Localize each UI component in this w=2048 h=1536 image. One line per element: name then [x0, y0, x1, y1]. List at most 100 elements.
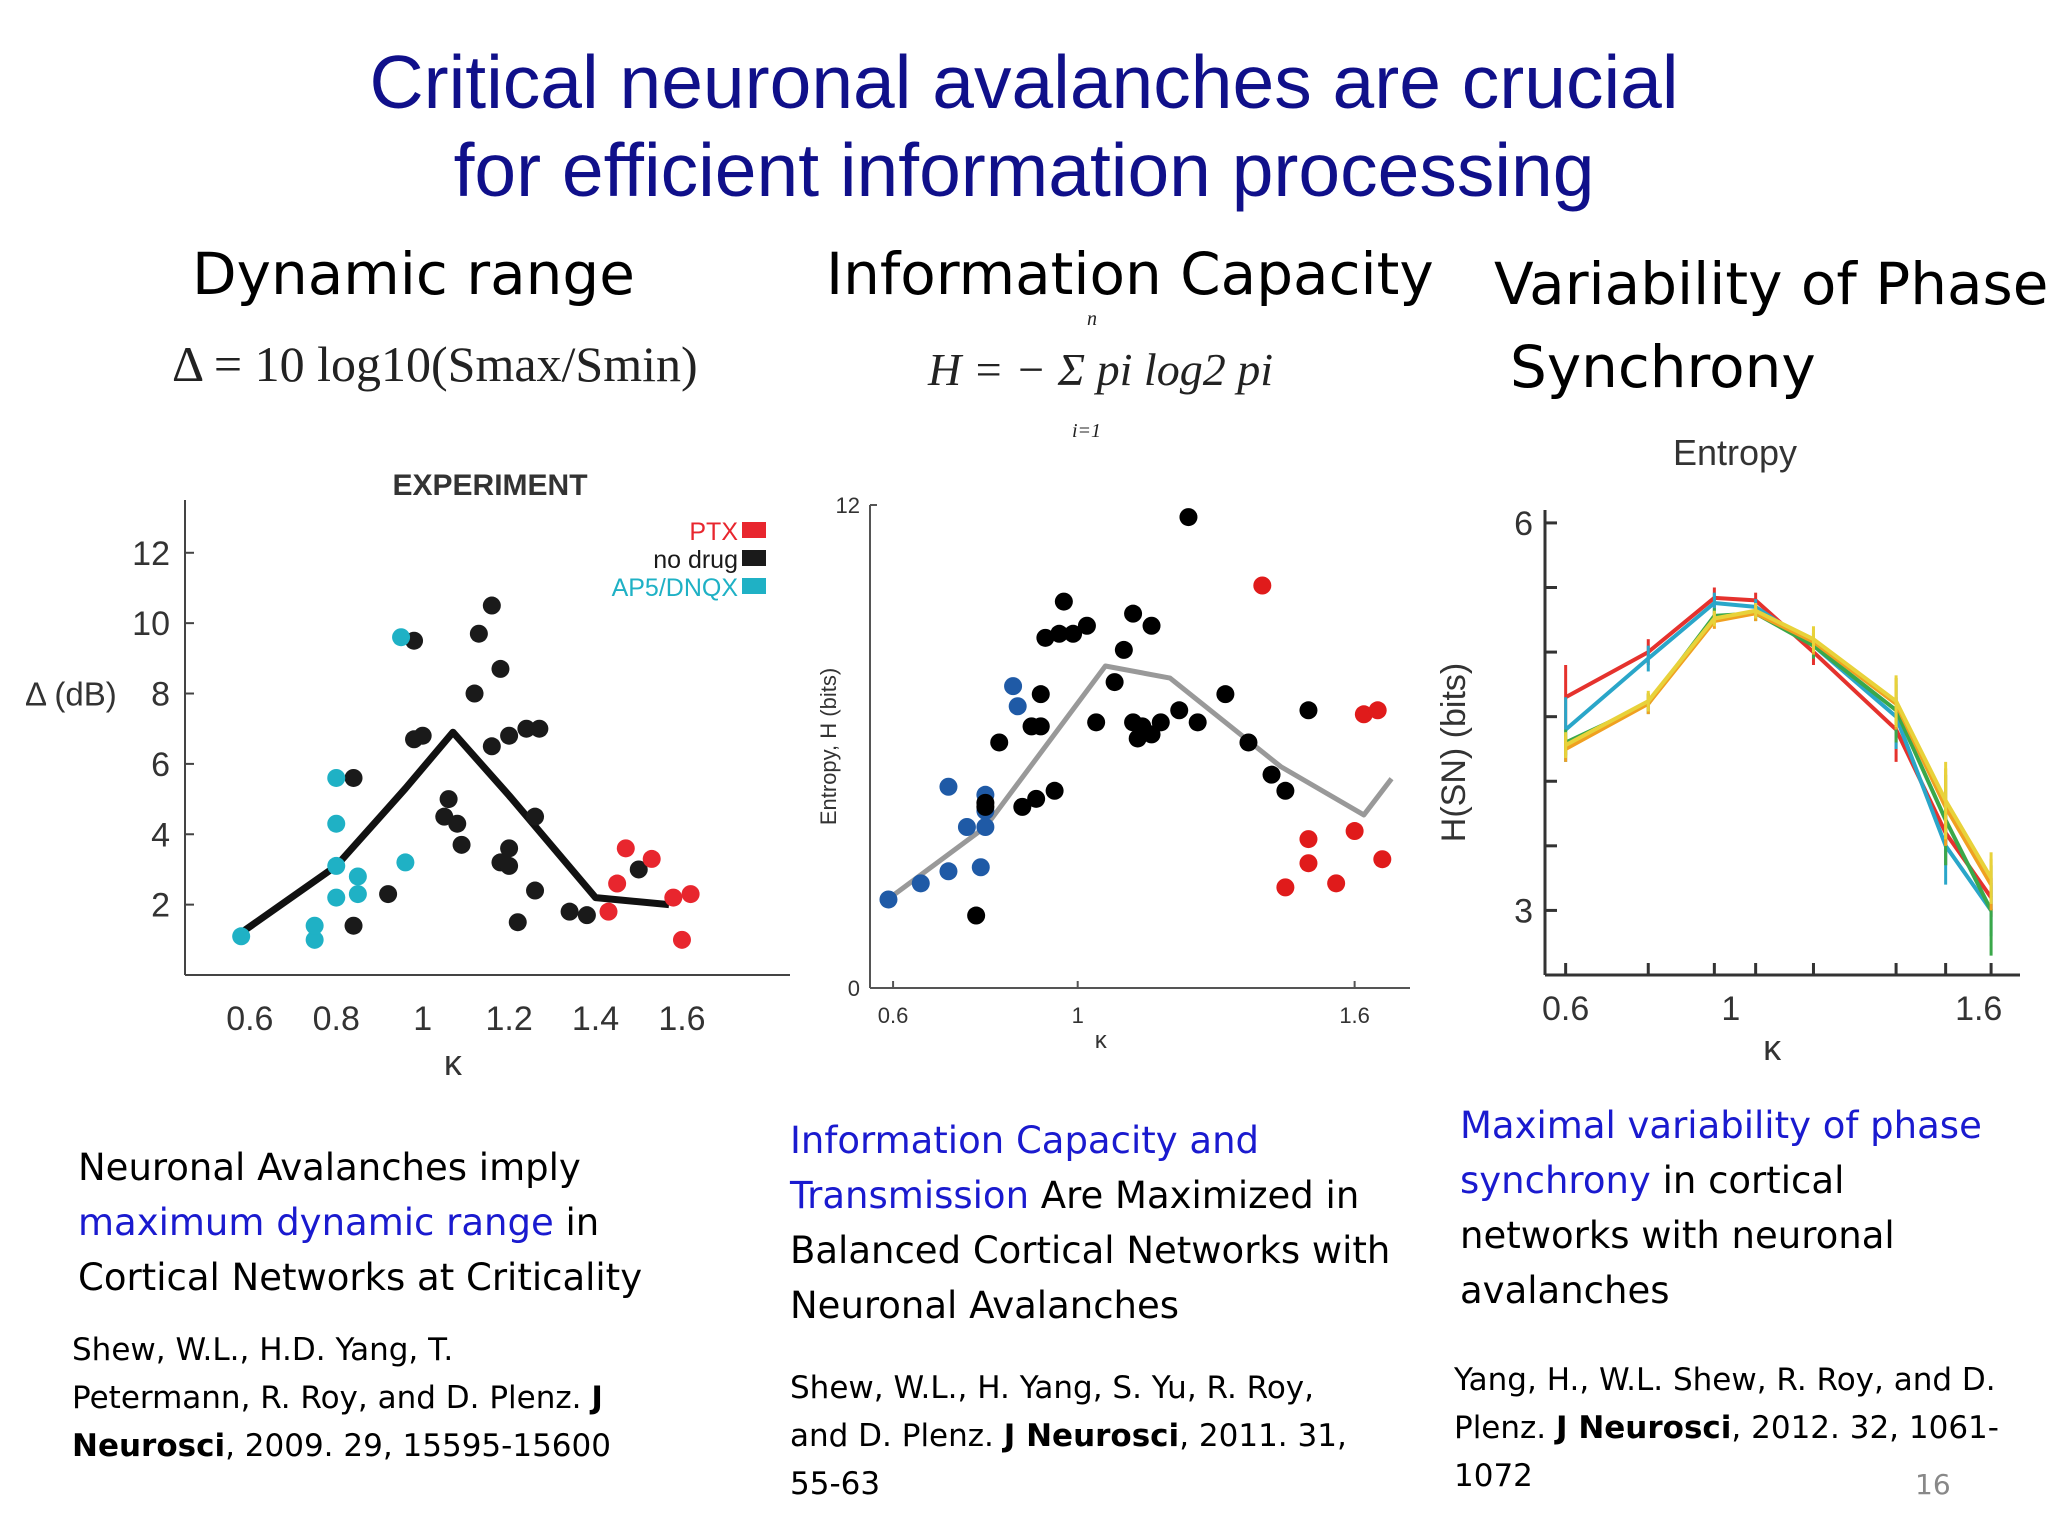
legend-swatch [742, 550, 766, 566]
data-point [1299, 701, 1318, 720]
title-line-2: for efficient information processing [453, 128, 1595, 212]
citation-2011: Shew, W.L., H. Yang, S. Yu, R. Roy, and … [790, 1364, 1410, 1508]
data-point [392, 628, 411, 647]
dynamic-range-formula: Δ = 10 log10(Smax/Smin) [172, 335, 698, 393]
dynamic-range-description: Neuronal Avalanches imply maximum dynami… [78, 1140, 698, 1305]
sum-lower-limit: i=1 [1072, 420, 1102, 442]
desc-text: in cortical [1662, 1159, 1845, 1202]
data-point [1064, 624, 1083, 643]
data-point [1253, 576, 1272, 595]
data-point [500, 856, 519, 875]
cite-journal: Neurosci [72, 1428, 226, 1464]
data-point [1077, 616, 1096, 635]
x-tick-label: 1.6 [658, 1000, 705, 1038]
y-tick-label: 12 [836, 493, 860, 518]
data-point [348, 885, 367, 904]
data-point [664, 888, 683, 907]
data-point [1105, 673, 1124, 692]
cite-text: Plenz. [1454, 1410, 1547, 1446]
trend-line [239, 728, 670, 936]
data-point [1170, 701, 1189, 720]
information-capacity-description: Information Capacity and Transmission Ar… [790, 1113, 1410, 1333]
data-point [491, 659, 510, 678]
x-axis-label: κ [1763, 1027, 1782, 1068]
x-tick-label: 1.2 [485, 1000, 532, 1038]
cite-journal: J Neurosci [1556, 1410, 1732, 1446]
data-point [629, 860, 648, 879]
data-point [1373, 850, 1392, 869]
heading-dynamic-range: Dynamic range [192, 240, 635, 308]
x-tick-label: 0.6 [1542, 990, 1589, 1028]
x-tick-label: 1.4 [572, 1000, 619, 1038]
data-point [1368, 701, 1387, 720]
data-point [327, 768, 346, 787]
x-tick-label: 0.8 [313, 1000, 360, 1038]
data-point [500, 839, 519, 858]
slide-title: Critical neuronal avalanches are crucial… [0, 38, 2048, 214]
desc-text: Neuronal Avalanches imply [78, 1146, 581, 1189]
data-point [1045, 781, 1064, 800]
chart-title: Entropy [1673, 432, 1797, 473]
cite-text: Petermann, R. Roy, and D. Plenz. [72, 1380, 582, 1416]
y-tick-label: 0 [848, 976, 860, 1001]
x-tick-label: 1.6 [1339, 1003, 1370, 1028]
formula-text: H = − Σ pi log2 pi [928, 344, 1273, 395]
data-point [327, 856, 346, 875]
data-point [348, 867, 367, 886]
y-tick-label: 8 [151, 676, 170, 714]
cite-journal: J [591, 1380, 603, 1416]
data-point [1345, 822, 1364, 841]
data-point [608, 874, 627, 893]
data-point [599, 902, 618, 921]
citation-2009: Shew, W.L., H.D. Yang, T. Petermann, R. … [72, 1326, 692, 1470]
data-point [344, 768, 363, 787]
data-point [616, 839, 635, 858]
series-line [1564, 595, 1993, 899]
y-tick-label: 2 [151, 887, 170, 925]
desc-highlight: Information Capacity and [790, 1119, 1260, 1162]
legend-label: no drug [653, 546, 738, 574]
data-point [1114, 640, 1133, 659]
cite-text: , 2011. 31, [1179, 1418, 1347, 1454]
cite-text: , 2012. 32, 1061- [1731, 1410, 1999, 1446]
desc-text: Neuronal Avalanches [790, 1284, 1180, 1327]
data-point [482, 596, 501, 615]
data-point [465, 684, 484, 703]
desc-text: Cortical Networks at Criticality [78, 1256, 643, 1299]
y-tick-label: 10 [132, 605, 170, 643]
data-point [967, 906, 986, 925]
y-tick-label: 6 [1514, 505, 1533, 543]
cite-text: 1072 [1454, 1458, 1533, 1494]
data-point [469, 624, 488, 643]
cite-text: Shew, W.L., H. Yang, S. Yu, R. Roy, [790, 1370, 1314, 1406]
data-point [1299, 854, 1318, 873]
cite-text: 55-63 [790, 1466, 881, 1502]
x-tick-label: 1.6 [1955, 990, 2002, 1028]
data-point [482, 737, 501, 756]
data-point [1276, 781, 1295, 800]
data-point [435, 807, 454, 826]
data-point [976, 818, 995, 836]
y-tick-label: 3 [1514, 892, 1533, 930]
legend-swatch [742, 522, 766, 538]
data-point [1216, 685, 1235, 704]
phase-synchrony-description: Maximal variability of phase synchrony i… [1460, 1098, 2020, 1318]
cite-text: Yang, H., W.L. Shew, R. Roy, and D. [1454, 1362, 1996, 1398]
data-point [439, 790, 458, 809]
citation-2012: Yang, H., W.L. Shew, R. Roy, and D. Plen… [1454, 1356, 2034, 1500]
legend-swatch [742, 578, 766, 594]
data-point [1142, 616, 1161, 635]
y-axis-label: Entropy, H (bits) [816, 668, 841, 825]
legend-label: AP5/DNQX [612, 574, 739, 602]
desc-text: Are Maximized in [1040, 1174, 1360, 1217]
y-tick-label: 6 [151, 746, 170, 784]
data-point [1027, 789, 1046, 808]
page-number: 16 [1915, 1468, 1951, 1501]
data-point [957, 818, 976, 836]
desc-highlight: Maximal variability of phase [1460, 1104, 1982, 1147]
cite-journal: J Neurosci [1003, 1418, 1180, 1454]
data-point [672, 930, 691, 949]
data-point [879, 890, 898, 909]
data-point [560, 902, 579, 921]
x-axis-label: κ [1095, 1027, 1108, 1054]
